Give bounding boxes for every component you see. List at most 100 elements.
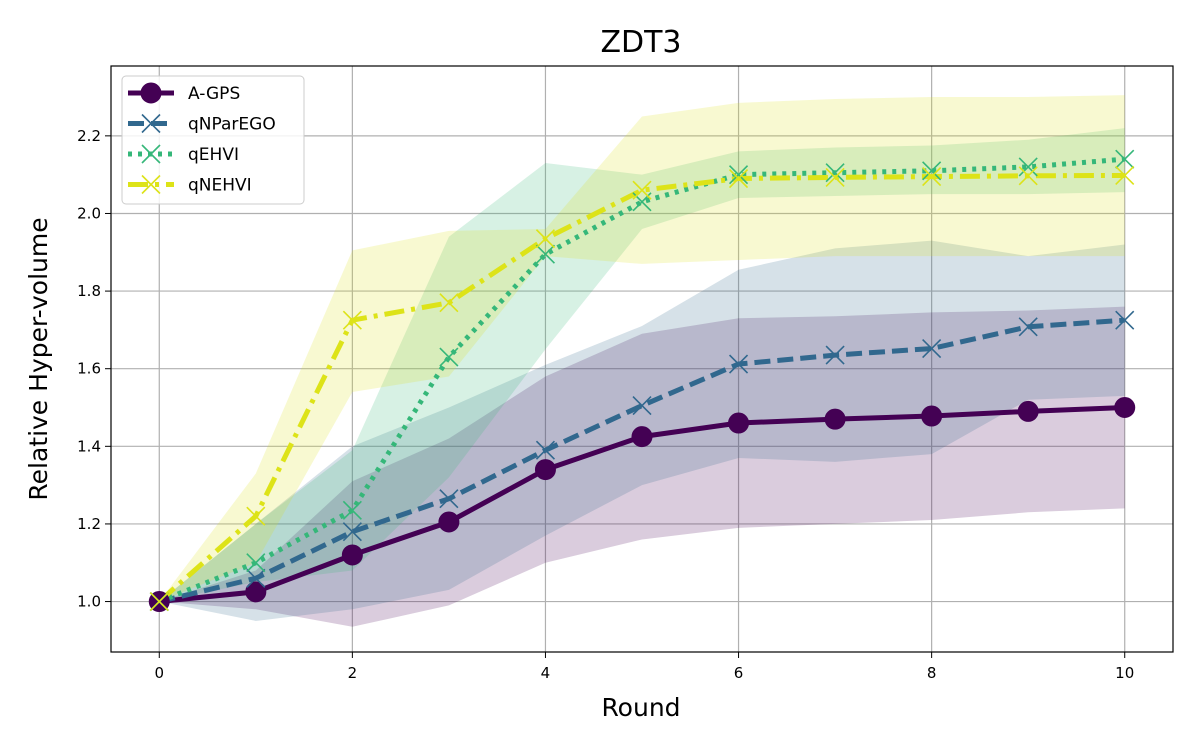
marker-qehvi — [342, 500, 362, 520]
marker-qnehvi-stroke-b — [1018, 166, 1038, 186]
band-a-gps — [159, 306, 1125, 627]
marker-qehvi — [246, 553, 266, 573]
marker-qnparego — [1018, 317, 1038, 337]
marker-qnehvi — [632, 180, 652, 200]
legend-marker-qehvi — [141, 144, 161, 164]
line-qnparego — [158, 317, 1125, 604]
marker-qnparego — [246, 568, 266, 588]
marker-qehvi — [728, 165, 749, 185]
x-tick-label: 0 — [154, 664, 164, 682]
marker-qnehvi — [342, 310, 362, 330]
y-tick-label: 2.0 — [77, 204, 101, 222]
marker-qnehvi — [1115, 165, 1135, 186]
marker-qnehvi-stroke-b — [246, 506, 266, 526]
marker-qehvi-stroke-b — [246, 553, 266, 573]
legend-marker-qnparego-stroke-b — [141, 113, 161, 134]
y-tick-label: 1.8 — [77, 282, 101, 300]
marker-qnehvi — [728, 168, 749, 189]
marker-qnparego-stroke-b — [1115, 310, 1135, 330]
marker-qnparego — [632, 396, 652, 416]
marker-qehvi-stroke-b — [728, 165, 749, 185]
marker-a-gps — [341, 544, 363, 566]
marker-qnehvi-stroke-b — [632, 180, 652, 200]
y-tick-label: 1.2 — [77, 515, 101, 533]
marker-qehvi-stroke-b — [439, 347, 459, 367]
series-markers — [148, 149, 1136, 613]
legend-label-qehvi: qEHVI — [188, 145, 239, 165]
legend-label-qnparego: qNParEGO — [188, 115, 276, 135]
marker-a-gps — [1114, 397, 1136, 419]
marker-qnehvi-stroke-b — [728, 168, 749, 189]
marker-qehvi — [1018, 157, 1038, 177]
marker-qnehvi — [1018, 166, 1038, 186]
y-tick-label: 1.4 — [77, 437, 101, 455]
marker-qnehvi — [439, 293, 459, 313]
marker-qehvi — [439, 347, 459, 367]
marker-qehvi — [535, 244, 556, 264]
legend-label-qnehvi: qNEHVI — [188, 176, 252, 196]
marker-qnehvi — [149, 591, 169, 612]
marker-qnehvi-stroke-b — [439, 293, 459, 313]
marker-qnparego — [922, 338, 942, 359]
marker-qnehvi — [922, 167, 942, 187]
marker-qnehvi-stroke-b — [1115, 165, 1135, 186]
marker-qnparego — [342, 522, 362, 542]
marker-qehvi — [825, 163, 845, 183]
band-qnehvi — [159, 95, 1125, 602]
legend-label-a-gps: A-GPS — [188, 84, 240, 104]
y-axis-label: Relative Hyper-volume — [24, 217, 53, 500]
marker-qehvi-stroke-b — [1115, 149, 1135, 169]
marker-qehvi-stroke-b — [1018, 157, 1038, 177]
marker-qnparego-stroke-b — [246, 568, 266, 588]
marker-qnparego — [1115, 310, 1135, 330]
marker-qnparego-stroke-b — [632, 396, 652, 416]
y-tick-label: 1.0 — [77, 593, 101, 611]
legend-marker-a-gps — [140, 82, 162, 104]
marker-qnehvi-stroke-b — [149, 591, 169, 612]
legend-box — [121, 75, 305, 205]
x-axis-ticks: 0 2 4 6 8 10 — [154, 652, 1134, 682]
marker-qnehvi-stroke-b — [922, 167, 942, 187]
line-qnehvi — [157, 172, 1125, 604]
marker-qnparego-stroke-b — [825, 345, 845, 365]
marker-qnparego — [439, 489, 459, 509]
legend-marker-qnehvi — [141, 174, 161, 195]
marker-qnparego — [535, 440, 556, 460]
marker-a-gps — [631, 426, 653, 448]
x-tick-label: 2 — [348, 664, 358, 682]
y-axis-ticks: 1.0 1.2 1.4 1.6 1.8 2.0 2.2 — [77, 127, 111, 611]
marker-qnparego-stroke-b — [728, 354, 749, 374]
marker-qnparego-stroke-b — [922, 338, 942, 359]
legend-marker-qnehvi-stroke-b — [141, 174, 161, 195]
y-tick-label: 2.2 — [77, 127, 101, 145]
marker-qnehvi — [825, 167, 845, 187]
marker-qehvi-stroke-b — [535, 244, 556, 264]
chart-title: ZDT3 — [600, 25, 681, 60]
marker-a-gps — [1017, 400, 1039, 422]
marker-qehvi — [1115, 149, 1135, 169]
y-tick-label: 1.6 — [77, 360, 101, 378]
marker-a-gps — [534, 459, 556, 481]
marker-qehvi-stroke-b — [342, 500, 362, 520]
marker-qnparego-stroke-b — [535, 440, 556, 460]
marker-qnparego-stroke-b — [342, 522, 362, 542]
marker-qnehvi — [535, 229, 556, 249]
legend-marker-qnparego — [141, 113, 161, 134]
x-axis-label: Round — [601, 693, 680, 722]
marker-qnehvi-stroke-b — [342, 310, 362, 330]
legend-marker-qehvi-stroke-b — [141, 144, 161, 164]
marker-qehvi-stroke-b — [922, 161, 942, 181]
x-tick-label: 10 — [1115, 664, 1134, 682]
x-tick-label: 8 — [927, 664, 937, 682]
marker-qehvi — [922, 161, 942, 181]
marker-qnparego-stroke-b — [1018, 317, 1038, 337]
marker-qnehvi-stroke-b — [535, 229, 556, 249]
x-tick-label: 6 — [734, 664, 744, 682]
marker-qnparego-stroke-b — [439, 489, 459, 509]
marker-a-gps — [824, 408, 846, 430]
marker-a-gps — [245, 581, 267, 603]
marker-qnparego — [728, 354, 749, 374]
x-tick-label: 4 — [541, 664, 551, 682]
marker-a-gps — [921, 405, 943, 427]
